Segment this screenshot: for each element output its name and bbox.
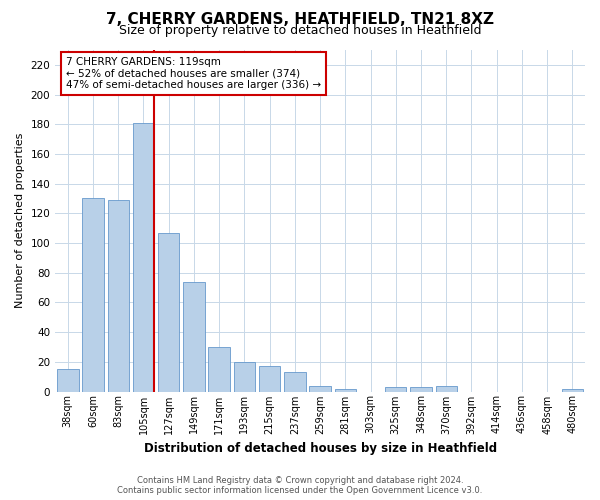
Text: Contains HM Land Registry data © Crown copyright and database right 2024.
Contai: Contains HM Land Registry data © Crown c… — [118, 476, 482, 495]
Bar — [133, 123, 154, 392]
Bar — [410, 387, 432, 392]
Bar — [208, 347, 230, 392]
Text: Size of property relative to detached houses in Heathfield: Size of property relative to detached ho… — [119, 24, 481, 37]
X-axis label: Distribution of detached houses by size in Heathfield: Distribution of detached houses by size … — [143, 442, 497, 455]
Bar — [436, 386, 457, 392]
Text: 7, CHERRY GARDENS, HEATHFIELD, TN21 8XZ: 7, CHERRY GARDENS, HEATHFIELD, TN21 8XZ — [106, 12, 494, 28]
Bar — [158, 232, 179, 392]
Bar — [310, 386, 331, 392]
Bar — [57, 369, 79, 392]
Y-axis label: Number of detached properties: Number of detached properties — [15, 133, 25, 308]
Bar — [82, 198, 104, 392]
Bar — [233, 362, 255, 392]
Bar — [107, 200, 129, 392]
Bar — [284, 372, 305, 392]
Bar — [562, 388, 583, 392]
Bar — [183, 282, 205, 392]
Text: 7 CHERRY GARDENS: 119sqm
← 52% of detached houses are smaller (374)
47% of semi-: 7 CHERRY GARDENS: 119sqm ← 52% of detach… — [66, 57, 321, 90]
Bar — [385, 387, 406, 392]
Bar — [259, 366, 280, 392]
Bar — [335, 388, 356, 392]
